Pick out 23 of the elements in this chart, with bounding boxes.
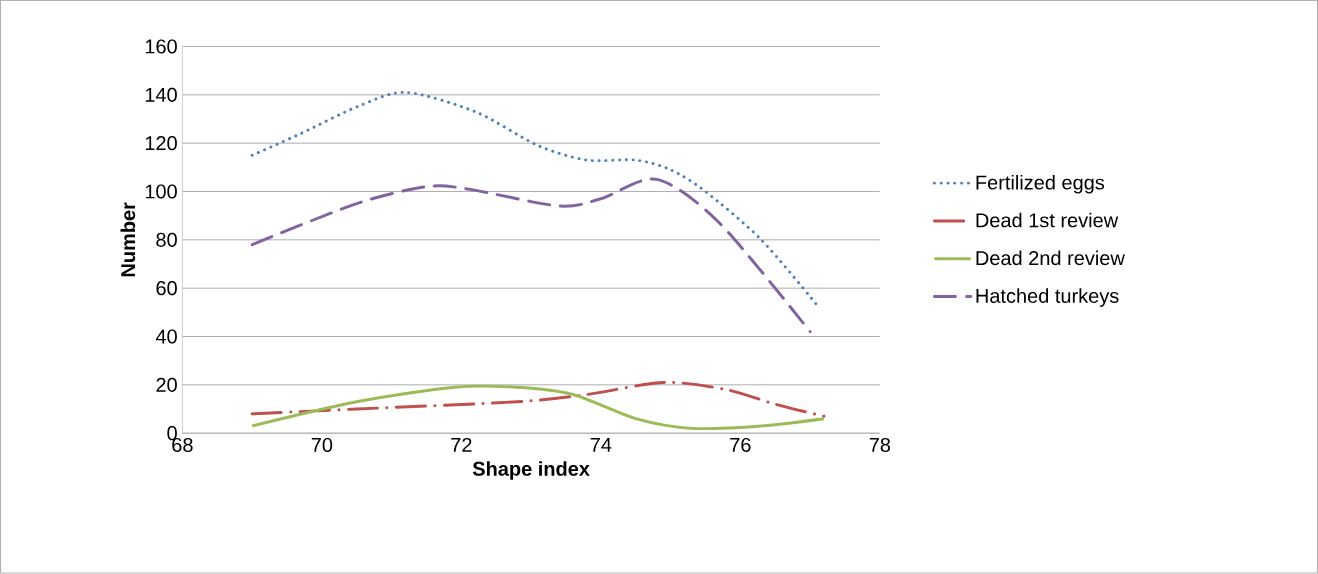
- y-tick-label: 120: [145, 136, 177, 151]
- line-series: [250, 384, 826, 431]
- y-tick-label: 160: [145, 39, 177, 54]
- y-tick-label: 140: [145, 87, 177, 103]
- line-series: [250, 177, 812, 334]
- y-tick-label: 20: [156, 377, 177, 393]
- y-axis-title: Number: [120, 202, 136, 277]
- x-axis-title: Shape index: [472, 461, 590, 480]
- legend-label: Hatched turkeys: [976, 288, 1119, 308]
- y-tick-label: 80: [156, 232, 177, 248]
- x-tick-label: 76: [730, 438, 751, 453]
- x-tick-label: 78: [869, 438, 891, 453]
- legend-label: Fertilized eggs: [976, 175, 1105, 194]
- y-tick-label: 40: [155, 329, 177, 344]
- line-series: [250, 91, 819, 307]
- legend-label: Dead 2nd review: [976, 250, 1125, 266]
- line-series: [250, 381, 826, 418]
- x-tick-label: 70: [311, 438, 333, 453]
- y-tick-label: 60: [156, 281, 177, 296]
- x-tick-label: 72: [451, 438, 472, 453]
- y-tick-label: 100: [145, 184, 177, 199]
- x-tick-label: 74: [590, 438, 612, 452]
- legend-label: Dead 1st review: [976, 212, 1119, 228]
